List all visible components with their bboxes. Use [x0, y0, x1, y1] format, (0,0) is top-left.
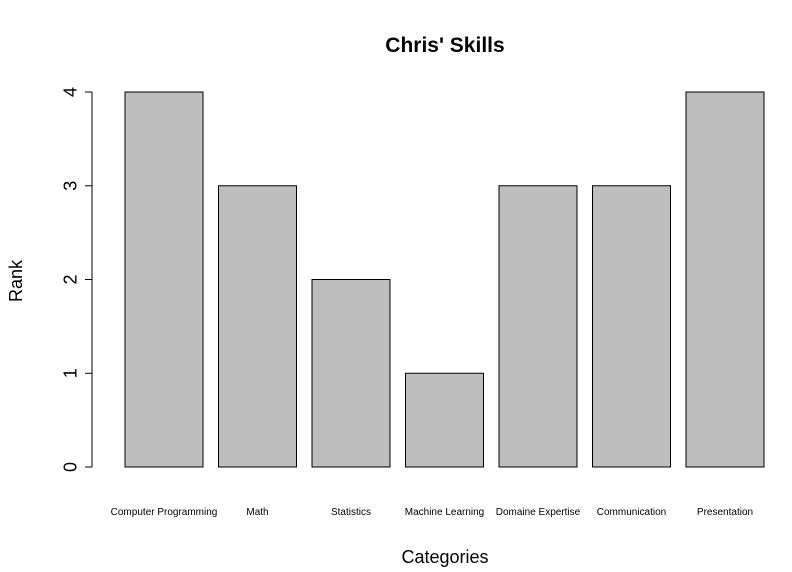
- bar-communication: [592, 185, 671, 468]
- x-category-label: Domaine Expertise: [496, 507, 581, 518]
- y-axis-title: Rank: [6, 259, 26, 302]
- y-tick-label: 4: [60, 87, 80, 97]
- chart-title: Chris' Skills: [385, 34, 504, 57]
- bar-presentation: [685, 91, 765, 468]
- y-tick-label: 0: [60, 462, 80, 472]
- x-category-label: Statistics: [331, 507, 371, 518]
- y-tick-label: 3: [60, 181, 80, 191]
- y-tick-label: 1: [60, 368, 80, 378]
- category-labels-group: Computer Programming Math Statistics Machin…: [111, 507, 753, 518]
- x-category-label: Math: [246, 507, 268, 518]
- y-axis: 0 1 2 3 4: [60, 87, 93, 472]
- bar-computer-programming: [124, 91, 204, 468]
- bar-domaine-expertise: [498, 185, 578, 468]
- y-tick-label: 2: [60, 274, 80, 284]
- bar-machine-learning: [405, 372, 484, 468]
- x-category-label: Presentation: [697, 507, 753, 518]
- x-axis-title: Categories: [401, 547, 488, 567]
- x-category-label: Communication: [597, 507, 666, 518]
- x-category-label: Computer Programming: [111, 507, 218, 518]
- bar-statistics: [311, 279, 391, 468]
- bars-group: [124, 91, 765, 468]
- x-category-label: Machine Learning: [405, 507, 485, 518]
- bar-math: [218, 185, 297, 468]
